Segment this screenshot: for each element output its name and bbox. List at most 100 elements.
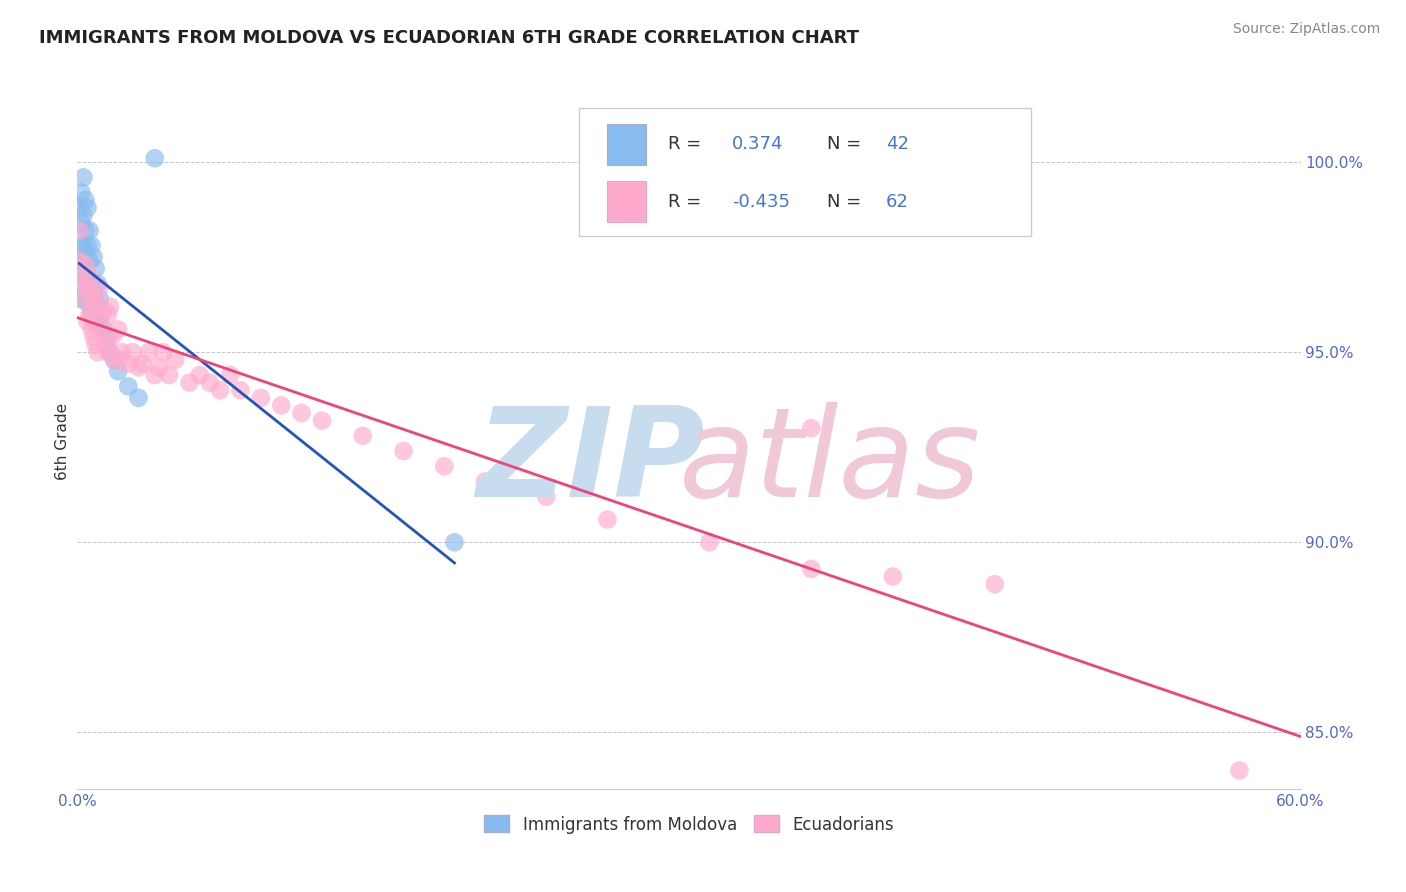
Text: ZIP: ZIP <box>477 402 706 523</box>
FancyBboxPatch shape <box>579 108 1032 236</box>
Point <box>80 322 103 336</box>
Point <box>72 208 94 222</box>
Point <box>290 406 312 420</box>
Point <box>70 216 93 230</box>
Point <box>76 295 98 310</box>
Point <box>179 376 201 390</box>
Point <box>76 201 98 215</box>
Point <box>98 345 121 359</box>
Point <box>67 223 90 237</box>
Point <box>250 391 273 405</box>
Point <box>67 254 90 268</box>
Text: 42: 42 <box>886 136 908 153</box>
Point <box>83 330 105 344</box>
Point <box>76 238 98 252</box>
Point <box>87 307 110 321</box>
Point <box>90 307 112 321</box>
Point <box>75 193 97 207</box>
Point <box>79 307 101 321</box>
Point <box>127 360 149 375</box>
Point <box>84 261 107 276</box>
Point <box>800 421 823 435</box>
Text: N =: N = <box>827 136 868 153</box>
Point <box>72 254 94 268</box>
Text: 0.374: 0.374 <box>731 136 783 153</box>
Point <box>882 569 904 583</box>
Text: IMMIGRANTS FROM MOLDOVA VS ECUADORIAN 6TH GRADE CORRELATION CHART: IMMIGRANTS FROM MOLDOVA VS ECUADORIAN 6T… <box>39 29 859 46</box>
Point <box>83 285 105 299</box>
Point <box>90 322 112 336</box>
Point <box>229 383 252 397</box>
Point <box>107 322 129 336</box>
Point <box>800 562 823 576</box>
Point <box>143 368 166 382</box>
Point <box>70 238 93 252</box>
Point <box>80 238 103 252</box>
Point <box>97 307 120 321</box>
Point <box>84 300 107 314</box>
Point <box>89 292 111 306</box>
Point <box>98 300 121 314</box>
Point <box>80 307 103 321</box>
Point <box>121 345 143 359</box>
Point <box>84 337 107 351</box>
Point <box>534 490 557 504</box>
Text: -0.435: -0.435 <box>731 193 790 211</box>
Point <box>93 322 115 336</box>
Point <box>138 345 160 359</box>
Point <box>76 285 98 299</box>
Text: R =: R = <box>668 193 707 211</box>
Point <box>103 352 125 367</box>
Point <box>79 288 101 302</box>
Point <box>70 269 93 284</box>
Point <box>87 345 110 359</box>
Point <box>152 345 174 359</box>
Point <box>67 292 90 306</box>
Point <box>67 201 90 215</box>
FancyBboxPatch shape <box>607 124 647 165</box>
Point <box>80 277 103 291</box>
Point <box>1229 764 1251 778</box>
Point <box>75 254 97 268</box>
Point <box>433 459 456 474</box>
Point <box>392 444 415 458</box>
Point <box>270 399 292 413</box>
Point <box>131 357 153 371</box>
Text: 62: 62 <box>886 193 908 211</box>
Point <box>94 337 117 351</box>
Point <box>148 360 170 375</box>
Point <box>89 280 111 294</box>
Text: R =: R = <box>668 136 707 153</box>
Point <box>311 414 333 428</box>
Point <box>165 352 187 367</box>
Point <box>70 186 93 200</box>
Point <box>208 383 231 397</box>
FancyBboxPatch shape <box>607 180 647 222</box>
Point <box>80 285 103 299</box>
Point <box>117 357 139 371</box>
Point <box>157 368 180 382</box>
Point <box>79 223 101 237</box>
Point <box>198 376 221 390</box>
Point <box>107 364 129 378</box>
Y-axis label: 6th Grade: 6th Grade <box>55 403 70 480</box>
Point <box>83 250 105 264</box>
Point <box>83 292 105 306</box>
Point <box>75 292 97 306</box>
Point <box>87 315 110 329</box>
Point <box>443 535 465 549</box>
Point <box>984 577 1007 591</box>
Point <box>79 254 101 268</box>
Text: N =: N = <box>827 193 868 211</box>
Point <box>101 330 124 344</box>
Point <box>352 429 374 443</box>
Point <box>72 170 94 185</box>
Point <box>83 315 105 329</box>
Point <box>93 303 115 318</box>
Point <box>75 285 97 299</box>
Point <box>75 258 97 272</box>
Text: atlas: atlas <box>679 402 980 523</box>
Point <box>76 315 98 329</box>
Point <box>76 269 98 284</box>
Point <box>79 269 101 284</box>
